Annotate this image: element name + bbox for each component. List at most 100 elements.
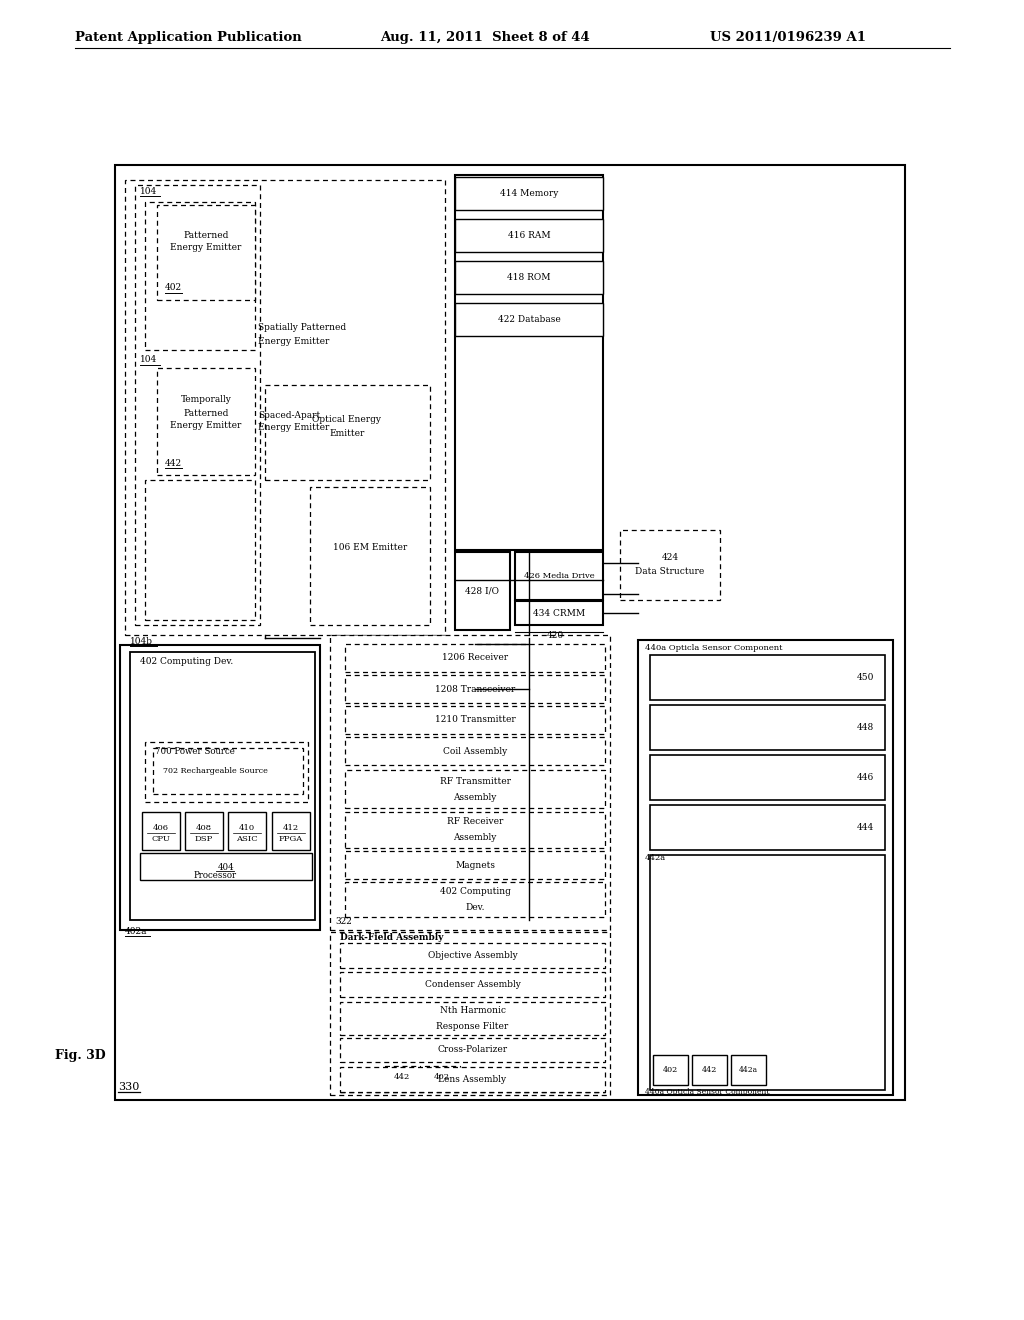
Bar <box>638 640 893 1096</box>
Bar <box>157 368 255 475</box>
Text: Processor: Processor <box>194 871 237 880</box>
Bar <box>650 755 885 800</box>
Text: Aug. 11, 2011  Sheet 8 of 44: Aug. 11, 2011 Sheet 8 of 44 <box>380 32 590 45</box>
Text: US 2011/0196239 A1: US 2011/0196239 A1 <box>710 32 866 45</box>
Text: 416 RAM: 416 RAM <box>508 231 550 240</box>
Text: Spatially Patterned: Spatially Patterned <box>258 323 346 333</box>
Text: FPGA: FPGA <box>279 836 303 843</box>
Bar <box>145 742 308 803</box>
Text: Energy Emitter: Energy Emitter <box>258 337 330 346</box>
Bar <box>650 655 885 700</box>
Text: 442a: 442a <box>645 854 667 862</box>
Bar <box>185 812 223 850</box>
Text: 442: 442 <box>165 458 182 467</box>
Bar <box>345 882 605 917</box>
Bar <box>731 1055 766 1085</box>
Bar <box>345 770 605 808</box>
Text: 104: 104 <box>140 187 158 197</box>
Text: Dark-Field Assembly: Dark-Field Assembly <box>340 933 443 942</box>
Text: 106 EM Emitter: 106 EM Emitter <box>333 543 408 552</box>
Text: 446: 446 <box>856 774 873 781</box>
Text: 402 Computing: 402 Computing <box>439 887 510 896</box>
Text: 442: 442 <box>394 1073 411 1081</box>
Text: 406: 406 <box>153 824 169 832</box>
Bar <box>272 812 310 850</box>
Text: 442: 442 <box>701 1067 717 1074</box>
Bar <box>385 1067 420 1088</box>
Bar <box>340 942 605 968</box>
Bar <box>425 1067 460 1088</box>
Text: 322: 322 <box>335 917 352 927</box>
Text: Spaced-Apart: Spaced-Apart <box>258 411 321 420</box>
Text: 402 Computing Dev.: 402 Computing Dev. <box>140 657 233 667</box>
Text: 424: 424 <box>662 553 679 562</box>
Text: 1208 Transceiver: 1208 Transceiver <box>435 685 515 693</box>
Text: Cross-Polarizer: Cross-Polarizer <box>437 1045 508 1055</box>
Bar <box>330 635 610 931</box>
Text: 402a: 402a <box>125 928 147 936</box>
Text: RF Transmitter: RF Transmitter <box>439 776 511 785</box>
Bar <box>345 675 605 704</box>
Text: Assembly: Assembly <box>454 833 497 842</box>
Text: 330: 330 <box>118 1082 139 1092</box>
Text: Patterned: Patterned <box>183 231 228 239</box>
Bar <box>455 552 510 630</box>
Text: 104b: 104b <box>130 638 153 647</box>
Bar <box>455 177 603 210</box>
Text: 700 Power Source: 700 Power Source <box>155 747 234 756</box>
Text: 1206 Receiver: 1206 Receiver <box>442 653 508 663</box>
Bar <box>345 706 605 734</box>
Text: 404: 404 <box>218 862 234 871</box>
Text: ASIC: ASIC <box>237 836 258 843</box>
Text: CPU: CPU <box>152 836 170 843</box>
Text: Optical Energy: Optical Energy <box>312 416 382 425</box>
Bar <box>157 205 255 300</box>
Bar <box>515 552 603 601</box>
Text: 402: 402 <box>663 1067 678 1074</box>
Bar <box>228 812 266 850</box>
Bar <box>650 855 885 1090</box>
Bar <box>130 652 315 920</box>
Text: Fig. 3D: Fig. 3D <box>55 1048 105 1061</box>
Bar <box>455 219 603 252</box>
Bar <box>140 853 312 880</box>
Bar <box>345 812 605 847</box>
Bar <box>340 1002 605 1035</box>
Bar <box>330 932 610 1096</box>
Bar <box>650 805 885 850</box>
Text: 444: 444 <box>856 822 873 832</box>
Text: 426 Media Drive: 426 Media Drive <box>523 572 594 579</box>
Text: 402: 402 <box>434 1073 450 1081</box>
Text: 450: 450 <box>856 673 873 682</box>
Bar <box>125 180 445 635</box>
Bar <box>345 737 605 766</box>
Bar <box>265 385 430 480</box>
Text: Emitter: Emitter <box>330 429 365 437</box>
Text: 418 ROM: 418 ROM <box>507 273 551 282</box>
Text: Nth Harmonic: Nth Harmonic <box>439 1006 506 1015</box>
Text: 442a: 442a <box>738 1067 758 1074</box>
Text: Data Structure: Data Structure <box>635 568 705 577</box>
Text: 412: 412 <box>283 824 299 832</box>
Text: DSP: DSP <box>195 836 213 843</box>
Text: 434 CRMM: 434 CRMM <box>532 609 585 618</box>
Text: 428 I/O: 428 I/O <box>465 586 499 595</box>
Text: 422 Database: 422 Database <box>498 315 560 323</box>
Text: 702 Rechargeable Source: 702 Rechargeable Source <box>163 767 268 775</box>
Bar <box>145 202 255 350</box>
Text: Condenser Assembly: Condenser Assembly <box>425 979 520 989</box>
Bar <box>455 176 603 550</box>
Bar <box>340 1038 605 1063</box>
Text: 448: 448 <box>856 723 873 733</box>
Text: Temporally: Temporally <box>180 396 231 404</box>
Text: Dev.: Dev. <box>465 903 484 912</box>
Bar <box>455 304 603 337</box>
Text: Lens Assembly: Lens Assembly <box>438 1076 506 1085</box>
Bar <box>515 601 603 624</box>
Bar <box>310 487 430 624</box>
Text: Patent Application Publication: Patent Application Publication <box>75 32 302 45</box>
Bar <box>120 645 319 931</box>
Text: 440a Opticla Sensor Component: 440a Opticla Sensor Component <box>645 1088 769 1096</box>
Text: Assembly: Assembly <box>454 792 497 801</box>
Text: 440a Opticla Sensor Component: 440a Opticla Sensor Component <box>645 644 782 652</box>
